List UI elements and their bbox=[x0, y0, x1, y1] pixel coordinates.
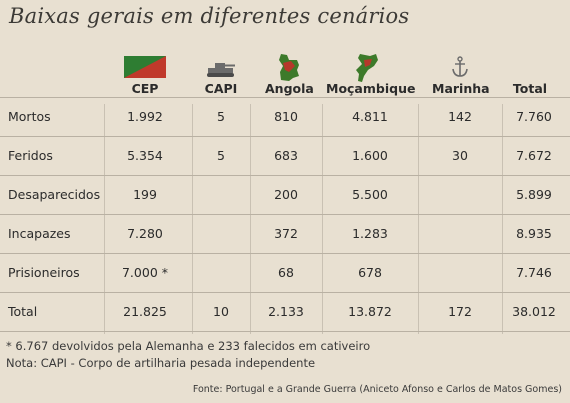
column-divider bbox=[250, 104, 251, 334]
footnote-asterisk: * 6.767 devolvidos pela Alemanha e 233 f… bbox=[6, 339, 371, 353]
row-label: Mortos bbox=[8, 109, 51, 124]
column-header-capi: CAPI bbox=[204, 81, 238, 96]
table-cell: 2.133 bbox=[268, 304, 304, 319]
table-cell: 1.992 bbox=[127, 109, 163, 124]
table-cell bbox=[432, 176, 488, 214]
table-cell: 1.600 bbox=[352, 148, 388, 163]
table-row: Desaparecidos 199 200 5.500 5.899 bbox=[0, 176, 570, 214]
table-cell: 5 bbox=[217, 109, 225, 124]
table-cell: 678 bbox=[358, 265, 382, 280]
table-cell: 5.500 bbox=[352, 187, 388, 202]
row-divider bbox=[0, 175, 570, 176]
tank-icon bbox=[206, 62, 236, 82]
header-divider bbox=[0, 97, 570, 98]
table-cell: 1.283 bbox=[352, 226, 388, 241]
column-divider bbox=[104, 104, 105, 334]
table-cell: 172 bbox=[448, 304, 472, 319]
table-cell bbox=[200, 176, 242, 214]
table-cell: 199 bbox=[133, 187, 157, 202]
cep-flag-icon bbox=[124, 56, 166, 82]
table-cell: 8.935 bbox=[516, 226, 552, 241]
table-cell: 683 bbox=[274, 148, 298, 163]
mozambique-map-icon bbox=[354, 54, 380, 86]
column-divider bbox=[192, 104, 193, 334]
table-cell bbox=[432, 215, 488, 253]
table-cell: 200 bbox=[274, 187, 298, 202]
table-cell bbox=[200, 215, 242, 253]
row-label: Incapazes bbox=[8, 226, 71, 241]
table-row-total: Total 21.825 10 2.133 13.872 172 38.012 bbox=[0, 293, 570, 331]
column-divider bbox=[418, 104, 419, 334]
column-header-marinha: Marinha bbox=[432, 81, 490, 96]
column-divider bbox=[502, 104, 503, 334]
table-cell: 7.746 bbox=[516, 265, 552, 280]
table-cell: 68 bbox=[278, 265, 294, 280]
footnotes: * 6.767 devolvidos pela Alemanha e 233 f… bbox=[6, 338, 370, 372]
table-row: Mortos 1.992 5 810 4.811 142 7.760 bbox=[0, 98, 570, 136]
row-divider bbox=[0, 214, 570, 215]
table-cell: 810 bbox=[274, 109, 298, 124]
row-label: Desaparecidos bbox=[8, 187, 101, 202]
row-divider bbox=[0, 292, 570, 293]
table-cell: 10 bbox=[213, 304, 229, 319]
table-row: Incapazes 7.280 372 1.283 8.935 bbox=[0, 215, 570, 253]
table-cell: 13.872 bbox=[348, 304, 392, 319]
source-credit: Fonte: Portugal e a Grande Guerra (Anice… bbox=[192, 384, 562, 395]
table-cell: 5.354 bbox=[127, 148, 163, 163]
column-header-mocambique: Moçambique bbox=[326, 81, 416, 96]
column-header-angola: Angola bbox=[265, 81, 314, 96]
table-cell: 142 bbox=[448, 109, 472, 124]
row-divider bbox=[0, 253, 570, 254]
row-label: Prisioneiros bbox=[8, 265, 80, 280]
row-divider bbox=[0, 331, 570, 332]
table-row: Prisioneiros 7.000 * 68 678 7.746 bbox=[0, 254, 570, 292]
table-cell: 7.672 bbox=[516, 148, 552, 163]
footnote-capi: Nota: CAPI - Corpo de artilharia pesada … bbox=[6, 356, 316, 370]
row-divider bbox=[0, 136, 570, 137]
column-header-cep: CEP bbox=[131, 81, 159, 96]
table-cell: 7.000 * bbox=[121, 265, 168, 280]
table-cell bbox=[432, 254, 488, 292]
row-label: Feridos bbox=[8, 148, 53, 163]
table-cell: 5 bbox=[217, 148, 225, 163]
table-row: Feridos 5.354 5 683 1.600 30 7.672 bbox=[0, 137, 570, 175]
anchor-icon bbox=[451, 56, 469, 82]
table-cell: 4.811 bbox=[352, 109, 388, 124]
angola-map-icon bbox=[277, 54, 301, 86]
table-cell: 38.012 bbox=[512, 304, 556, 319]
column-divider bbox=[322, 104, 323, 334]
table-cell: 7.280 bbox=[127, 226, 163, 241]
table-cell bbox=[200, 254, 242, 292]
table-cell: 30 bbox=[452, 148, 468, 163]
column-header-total: Total bbox=[512, 81, 548, 96]
table-cell: 21.825 bbox=[123, 304, 167, 319]
table-cell: 7.760 bbox=[516, 109, 552, 124]
table-cell: 5.899 bbox=[516, 187, 552, 202]
page-title: Baixas gerais em diferentes cenários bbox=[9, 4, 410, 28]
table-cell: 372 bbox=[274, 226, 298, 241]
row-label: Total bbox=[8, 304, 38, 319]
